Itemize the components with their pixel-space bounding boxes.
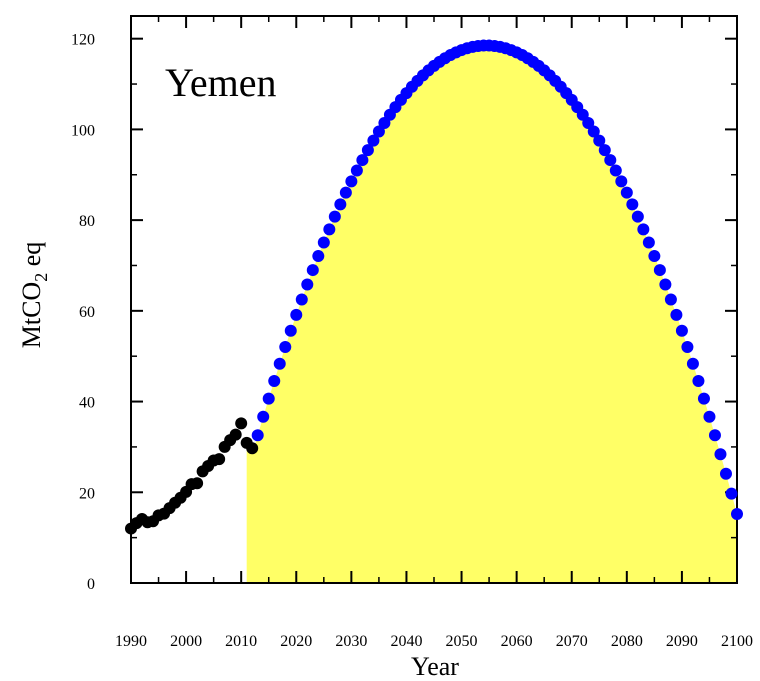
x-tick-label: 2030 xyxy=(335,633,367,650)
projection-point xyxy=(251,429,264,442)
projection-series xyxy=(251,39,743,521)
projection-point xyxy=(620,186,633,199)
projection-point xyxy=(317,236,330,249)
projection-point xyxy=(279,341,292,354)
projection-point xyxy=(648,250,661,263)
projection-point xyxy=(290,308,303,321)
projection-point xyxy=(334,198,347,211)
projection-point xyxy=(328,210,341,223)
projection-point xyxy=(642,236,655,249)
projection-point xyxy=(670,308,683,321)
historical-point xyxy=(191,477,204,490)
historical-point xyxy=(246,442,259,455)
projection-point xyxy=(714,448,727,461)
projection-point xyxy=(686,357,699,370)
y-axis-title-main: MtCO xyxy=(17,282,46,348)
projection-point xyxy=(356,154,369,167)
x-axis-title: Year xyxy=(411,652,459,681)
x-tick-label: 2100 xyxy=(721,633,753,650)
y-tick-label: 120 xyxy=(71,32,95,49)
x-tick-label: 2040 xyxy=(390,633,422,650)
projection-point xyxy=(604,154,617,167)
projection-point xyxy=(268,374,281,387)
projection-point xyxy=(262,392,275,405)
x-tick-label: 2060 xyxy=(501,633,533,650)
historical-point xyxy=(235,417,248,430)
projection-point xyxy=(273,357,286,370)
y-tick-label: 0 xyxy=(87,576,95,593)
projection-point xyxy=(295,293,308,306)
projection-point xyxy=(725,487,738,500)
projection-point xyxy=(637,223,650,236)
y-tick-label: 80 xyxy=(79,213,95,230)
projection-point xyxy=(615,175,628,188)
projection-point xyxy=(598,144,611,157)
y-axis-title-subscript: 2 xyxy=(31,273,51,282)
x-tick-label: 2050 xyxy=(446,633,478,650)
historical-point xyxy=(229,428,242,441)
chart-title: Yemen xyxy=(165,60,277,105)
projection-point xyxy=(609,164,622,177)
projection-point xyxy=(593,134,606,147)
projection-point xyxy=(372,125,385,138)
y-tick-label: 20 xyxy=(79,485,95,502)
historical-series xyxy=(125,417,259,535)
projection-fill-area xyxy=(246,45,737,583)
projection-point xyxy=(719,467,732,480)
x-tick-label: 2010 xyxy=(225,633,257,650)
projection-point xyxy=(301,278,314,291)
projection-point xyxy=(339,186,352,199)
projection-point xyxy=(692,374,705,387)
y-tick-label: 40 xyxy=(79,395,95,412)
x-tick-label: 2070 xyxy=(556,633,588,650)
projection-point xyxy=(323,223,336,236)
projection-point xyxy=(257,410,270,423)
x-tick-label: 2020 xyxy=(280,633,312,650)
x-tick-label: 2080 xyxy=(611,633,643,650)
projection-point xyxy=(664,293,677,306)
projection-point xyxy=(731,508,743,521)
y-axis-title: MtCO2 eq xyxy=(17,242,51,349)
projection-point xyxy=(708,429,721,442)
x-tick-label: 2090 xyxy=(666,633,698,650)
x-tick-label: 1990 xyxy=(115,633,147,650)
projection-point xyxy=(350,164,363,177)
projection-point xyxy=(361,144,374,157)
projection-point xyxy=(306,264,319,277)
projection-point xyxy=(587,125,600,138)
y-axis-title-tail: eq xyxy=(17,242,46,273)
projection-point xyxy=(582,116,595,129)
projection-point xyxy=(675,324,688,337)
projection-point xyxy=(626,198,639,211)
projection-point xyxy=(631,210,644,223)
projection-point xyxy=(284,324,297,337)
projection-point xyxy=(312,250,325,263)
projection-fill xyxy=(246,45,737,583)
axes: 1990 2000 2010 2020 2030 2040 2050 2060 2070 2080… xyxy=(71,15,753,650)
y-tick-label: 60 xyxy=(79,304,95,321)
projection-point xyxy=(681,341,694,354)
projection-point xyxy=(345,175,358,188)
projection-point xyxy=(703,410,716,423)
x-tick-label: 2000 xyxy=(170,633,202,650)
y-tick-label: 100 xyxy=(71,122,95,139)
projection-point xyxy=(659,278,672,291)
historical-point xyxy=(213,453,226,466)
projection-point xyxy=(653,264,666,277)
projection-point xyxy=(367,134,380,147)
projection-point xyxy=(697,392,710,405)
